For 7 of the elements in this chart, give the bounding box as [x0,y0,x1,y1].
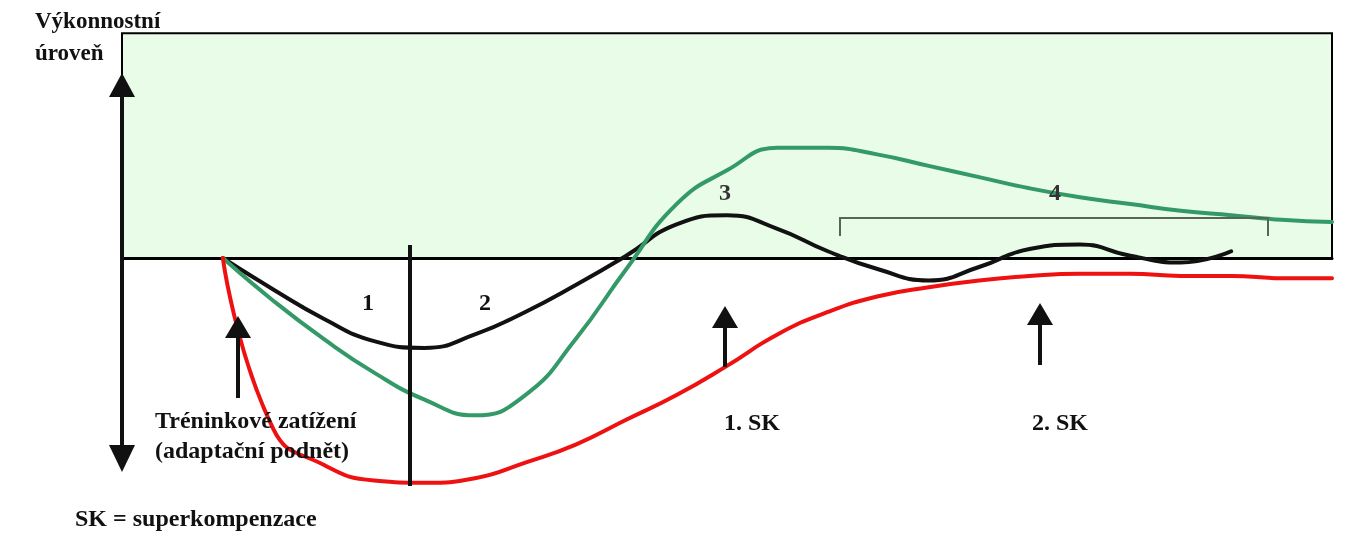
annotation: 1 [362,289,374,315]
annotation: 2. SK [1031,409,1089,435]
annotation: 2 [479,289,491,315]
annotation: 3 [719,179,731,205]
y-axis-title: Výkonnostní úroveň [35,7,161,65]
annotation: 1. SK [723,409,781,435]
text: SK = superkompenzace [75,505,318,531]
